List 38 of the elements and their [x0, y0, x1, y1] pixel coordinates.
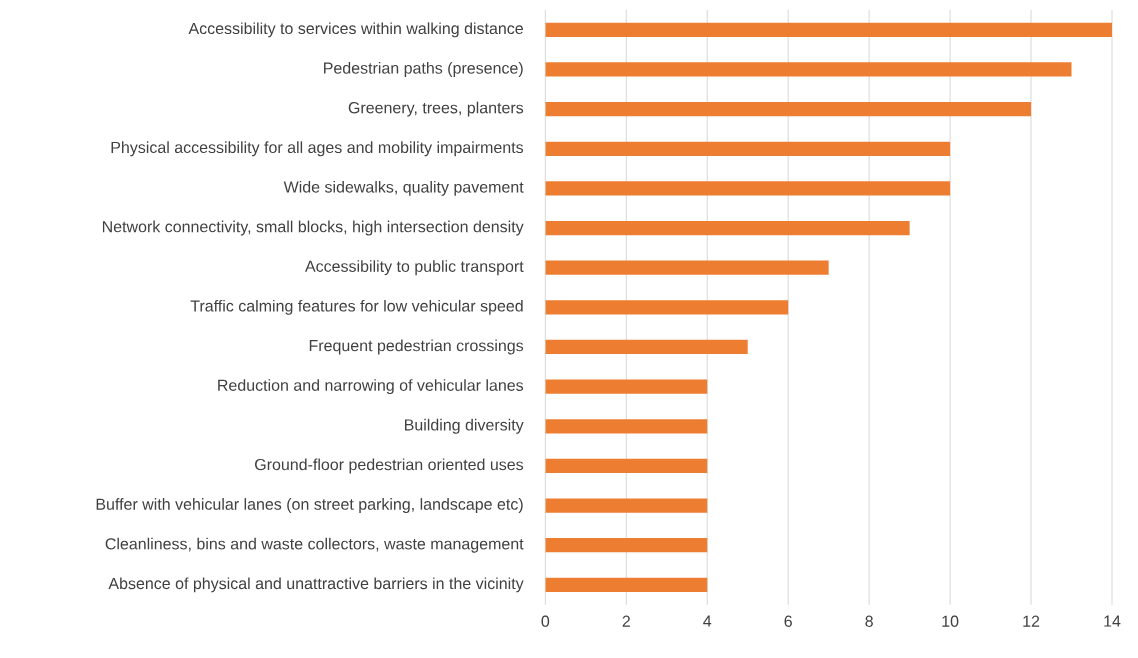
bar	[545, 379, 708, 394]
y-tick-label: Accessibility to public transport	[305, 260, 524, 276]
y-tick-label: Absence of physical and unattractive barriers in the vicinity	[108, 577, 524, 593]
bar	[545, 498, 708, 513]
bar	[545, 339, 748, 355]
y-tick-label: Buffer with vehicular lanes (on street parking, landscape etc)	[96, 498, 523, 514]
x-tick-label: 2	[622, 615, 630, 627]
bar	[545, 419, 708, 434]
y-tick-label: Physical accessibility for all ages and mobility impairments	[111, 141, 524, 157]
x-tick-label: 12	[1023, 615, 1040, 627]
bar	[545, 458, 708, 474]
y-tick-label: Ground-floor pedestrian oriented uses	[255, 458, 524, 474]
bar	[545, 62, 1072, 77]
x-tick-label: 10	[942, 615, 959, 627]
x-tick-label: 6	[784, 615, 792, 627]
bar	[545, 220, 910, 236]
y-tick-label: Traffic calming features for low vehicular speed	[190, 299, 523, 315]
y-tick-label: Greenery, trees, planters	[348, 101, 524, 117]
y-tick-label: Reduction and narrowing of vehicular lanes	[218, 379, 524, 395]
x-tick-label: 8	[865, 615, 873, 627]
y-tick-label: Network connectivity, small blocks, high intersection density	[102, 220, 524, 236]
bar	[545, 300, 789, 315]
y-tick-label: Accessibility to services within walking distance	[188, 22, 523, 38]
y-tick-label: Building diversity	[405, 418, 524, 434]
bar	[545, 577, 708, 592]
bar	[545, 22, 1113, 37]
bar	[545, 260, 829, 275]
bar	[545, 141, 951, 156]
x-tick-label: 4	[703, 615, 712, 627]
y-tick-label: Pedestrian paths (presence)	[324, 62, 523, 77]
bar	[545, 101, 1032, 117]
y-tick-label: Cleanliness, bins and waste collectors, waste management	[105, 537, 524, 553]
x-tick-label: 14	[1104, 615, 1121, 627]
bar	[545, 538, 708, 553]
y-tick-label: Wide sidewalks, quality pavement	[283, 180, 524, 196]
bar	[545, 181, 951, 196]
y-tick-label: Frequent pedestrian crossings	[309, 339, 524, 355]
x-tick-label: 0	[541, 615, 550, 627]
